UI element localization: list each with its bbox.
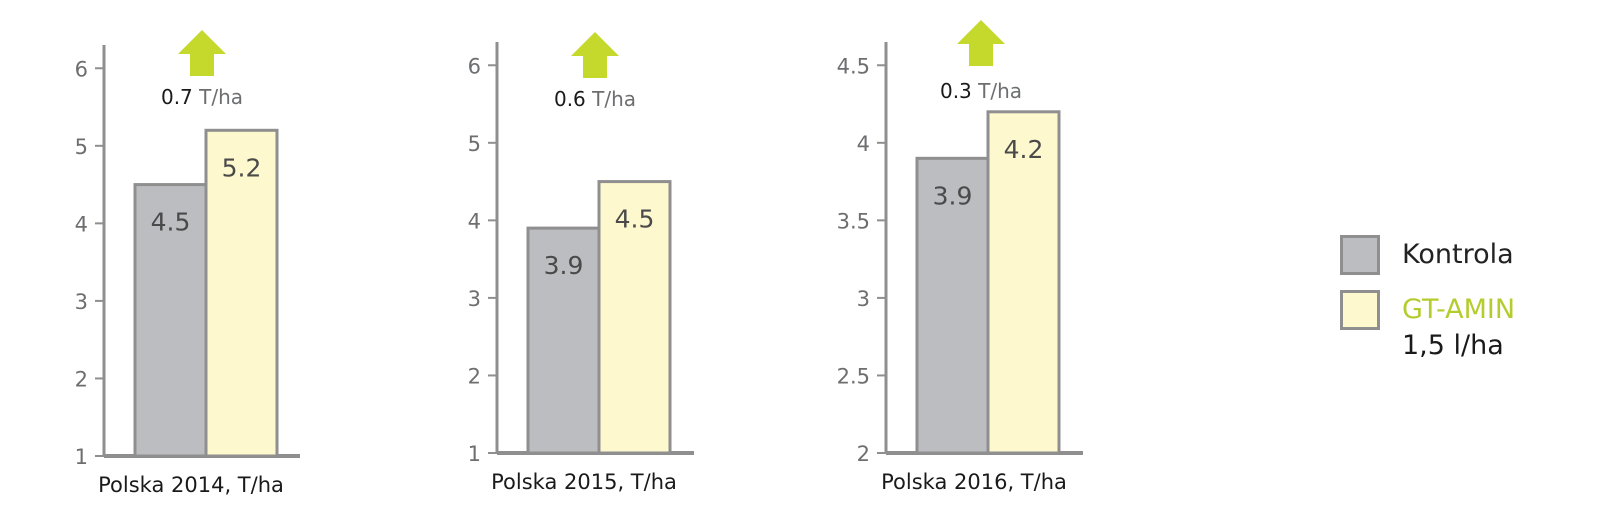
- bar-gt-amin: [204, 128, 279, 458]
- y-tick-label: 3: [857, 287, 870, 311]
- up-arrow-icon: [957, 20, 1005, 66]
- bar-gt-amin: [986, 110, 1061, 455]
- data-label: 4.5: [615, 205, 655, 234]
- up-arrow-icon: [178, 30, 226, 76]
- legend-label-gt-amin-line2: 1,5 l/ha: [1402, 330, 1504, 361]
- increase-unit: T/ha: [977, 79, 1022, 103]
- legend-label-kontrola: Kontrola: [1402, 239, 1514, 270]
- y-tick-label: 3: [75, 290, 88, 314]
- chart-3: 2 2.5 3 3.5 4 4.5 3.9 4.2 0.3 T/ha Polska 2016, T…: [837, 20, 1083, 494]
- y-tick-label: 2.5: [837, 364, 870, 388]
- x-axis-label: Polska 2015, T/ha: [491, 470, 677, 494]
- x-axis-label: Polska 2016, T/ha: [881, 470, 1067, 494]
- increase-annotation: 0.3 T/ha: [940, 79, 1022, 103]
- data-label: 4.2: [1004, 135, 1044, 164]
- increase-annotation: 0.7 T/ha: [161, 85, 243, 109]
- legend-swatch-gt-amin: [1340, 290, 1380, 330]
- increase-value: 0.6: [554, 87, 592, 111]
- x-axis-label: Polska 2014, T/ha: [98, 473, 284, 497]
- y-tick-label: 1: [468, 442, 481, 466]
- y-tick-label: 3.5: [837, 209, 870, 233]
- bar-gt-amin: [597, 180, 672, 455]
- y-tick-label: 2: [75, 367, 88, 391]
- legend: Kontrola GT-AMIN 1,5 l/ha: [1340, 235, 1590, 385]
- up-arrow-icon: [571, 32, 619, 78]
- data-label: 3.9: [933, 181, 973, 210]
- legend-label-gt-amin: GT-AMIN: [1402, 294, 1516, 325]
- chart-2: 1 2 3 4 5 6 3.9 4.5 0.6 T/ha Polska 2015, T/ha: [468, 32, 694, 494]
- increase-value: 0.3: [940, 79, 978, 103]
- increase-value: 0.7: [161, 85, 199, 109]
- y-tick-label: 2: [468, 364, 481, 388]
- data-label: 3.9: [544, 251, 584, 280]
- y-tick-label: 6: [75, 57, 88, 81]
- increase-unit: T/ha: [198, 85, 243, 109]
- y-tick-label: 5: [75, 135, 88, 159]
- y-tick-label: 4: [857, 132, 870, 156]
- y-tick-label: 5: [468, 132, 481, 156]
- y-tick-label: 6: [468, 54, 481, 78]
- y-tick-label: 4.5: [837, 54, 870, 78]
- y-tick-label: 3: [468, 287, 481, 311]
- chart-1: 1 2 3 4 5 6 4.5 5.2 0.7 T/ha Polska 2014, T/ha: [75, 30, 300, 497]
- increase-unit: T/ha: [591, 87, 636, 111]
- data-label: 5.2: [222, 153, 262, 182]
- legend-swatch-kontrola: [1340, 235, 1380, 275]
- y-tick-label: 4: [468, 209, 481, 233]
- y-tick-label: 2: [857, 442, 870, 466]
- y-tick-label: 1: [75, 445, 88, 469]
- data-label: 4.5: [151, 208, 191, 237]
- y-tick-label: 4: [75, 212, 88, 236]
- increase-annotation: 0.6 T/ha: [554, 87, 636, 111]
